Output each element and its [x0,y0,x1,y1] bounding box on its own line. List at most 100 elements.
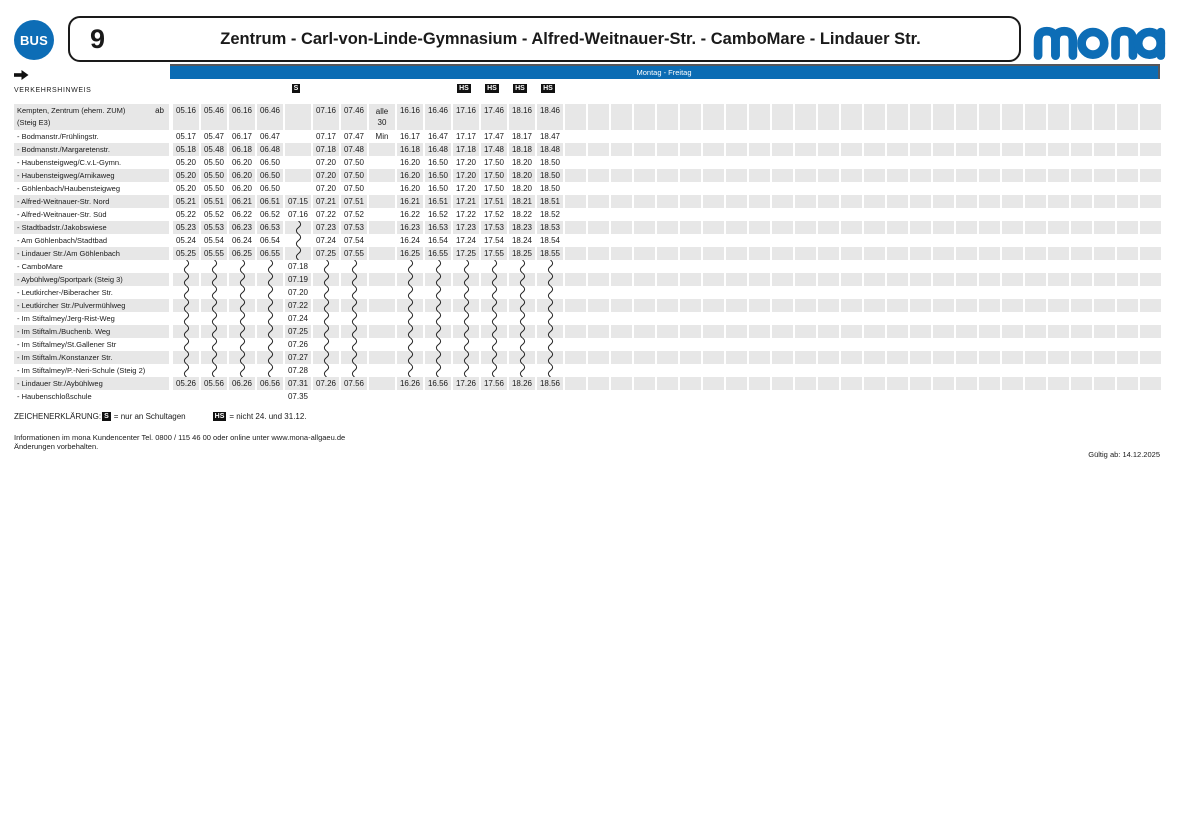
empty-cell [1048,286,1071,299]
table-row: - Alfred-Weitnauer-Str. Süd 05.22 05.52 06.… [14,208,1163,221]
mona-logo-icon [1032,17,1166,66]
time-cell: 07.26 [285,338,313,351]
empty-cell [795,325,818,338]
empty-cell [588,260,611,273]
stop-name: Kempten, Zentrum (ehem. ZUM) (Steig E3) ab [14,104,173,130]
empty-cell [887,208,910,221]
empty-cell [726,364,749,377]
time-cell: 18.22 [509,208,537,221]
skip-stop-mark [425,273,453,286]
empty-cell [795,234,818,247]
time-cell: 18.46 [537,104,565,130]
empty-cell [933,221,956,234]
empty-cell [565,377,588,390]
skip-stop-mark [509,312,537,325]
empty-cell [1071,208,1094,221]
skip-stop-mark [257,351,285,364]
empty-cell [956,104,979,130]
empty-cell [1048,390,1071,403]
empty-cell [1094,364,1117,377]
empty-cell [1002,130,1025,143]
empty-cell [910,104,933,130]
empty-cell [956,247,979,260]
empty-cell [1071,156,1094,169]
time-cell [397,390,425,403]
empty-cell [1117,312,1140,325]
time-cell: 18.20 [509,182,537,195]
empty-cell [979,234,1002,247]
time-cell: 07.22 [285,299,313,312]
empty-cell [565,299,588,312]
skip-stop-mark [453,312,481,325]
time-cell: 16.20 [397,182,425,195]
empty-cell [1140,260,1163,273]
empty-cell [680,325,703,338]
empty-cell [1002,208,1025,221]
empty-cell [1002,390,1025,403]
time-cell: 07.50 [341,156,369,169]
empty-cell [657,338,680,351]
skip-stop-mark [313,273,341,286]
empty-cell [680,195,703,208]
empty-cell [1002,169,1025,182]
table-row: - Göhlenbach/Haubensteigweg 05.20 05.50 06.… [14,182,1163,195]
empty-cell [933,247,956,260]
time-cell: 07.25 [313,247,341,260]
table-row: - Im Stiftalmey/Jerg-Rist-Weg 07.24 [14,312,1163,325]
empty-cell [1025,299,1048,312]
empty-cell [910,338,933,351]
time-cell: 07.31 [285,377,313,390]
skip-stop-mark [201,312,229,325]
empty-cell [910,208,933,221]
empty-cell [657,156,680,169]
empty-cell [1025,325,1048,338]
time-cell: 06.47 [257,130,285,143]
empty-cell [657,325,680,338]
time-cell [481,390,509,403]
empty-cell [818,143,841,156]
empty-cell [795,247,818,260]
empty-cell [680,260,703,273]
empty-cell [1025,130,1048,143]
skip-stop-mark [425,286,453,299]
empty-cell [726,247,749,260]
empty-cell [1071,169,1094,182]
time-cell [285,156,313,169]
empty-cell [703,247,726,260]
empty-cell [1002,260,1025,273]
empty-cell [1117,286,1140,299]
empty-cell [726,299,749,312]
skip-stop-mark [453,286,481,299]
empty-cell [887,338,910,351]
skip-stop-mark [453,273,481,286]
empty-cell [979,377,1002,390]
skip-stop-mark [229,273,257,286]
empty-cell [588,169,611,182]
time-cell: 07.53 [341,221,369,234]
empty-cell [726,260,749,273]
empty-cell [841,338,864,351]
empty-cell [933,104,956,130]
time-cell [369,377,397,390]
empty-cell [634,208,657,221]
empty-cell [864,286,887,299]
time-cell: 07.24 [285,312,313,325]
empty-cell [1071,182,1094,195]
time-cell: 16.50 [425,156,453,169]
time-cell [341,390,369,403]
time-cell [369,286,397,299]
empty-cell [1094,143,1117,156]
empty-cell [634,130,657,143]
empty-cell [1140,156,1163,169]
empty-cell [657,195,680,208]
empty-cell [588,156,611,169]
empty-cell [887,312,910,325]
empty-cell [703,156,726,169]
empty-cell [611,143,634,156]
empty-cell [910,182,933,195]
empty-cell [565,195,588,208]
skip-stop-mark [425,325,453,338]
empty-cell [1117,377,1140,390]
empty-cell [726,130,749,143]
empty-cell [1094,390,1117,403]
